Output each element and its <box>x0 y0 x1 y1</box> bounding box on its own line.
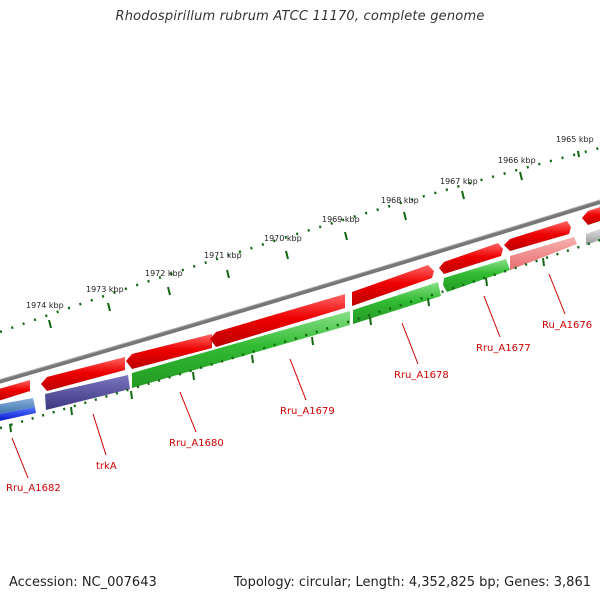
reverse-gene[interactable] <box>132 311 350 388</box>
gene-leaders <box>11 273 566 479</box>
ruler-label: 1969 kbp <box>322 215 360 224</box>
inner-ruler-arc <box>0 238 600 430</box>
ruler-labels: 1965 kbp 1966 kbp 1967 kbp 1968 kbp 1969… <box>26 135 594 310</box>
reverse-gene[interactable] <box>443 259 510 292</box>
forward-gene[interactable] <box>126 334 212 369</box>
gene-label[interactable]: Rru_A1682 <box>6 483 61 494</box>
map-title: Rhodospirillum rubrum ATCC 11170, comple… <box>115 9 485 24</box>
ruler-arc <box>0 146 600 334</box>
gene-label[interactable]: Rru_A1678 <box>394 370 449 381</box>
reverse-genes <box>0 229 600 422</box>
ruler-major-ticks <box>48 150 580 329</box>
inner-ruler-ticks <box>9 257 545 433</box>
reverse-gene[interactable] <box>586 229 600 245</box>
forward-genes <box>0 207 600 402</box>
forward-gene[interactable] <box>210 294 345 347</box>
forward-gene[interactable] <box>582 207 600 225</box>
ruler-label: 1971 kbp <box>204 251 242 260</box>
reverse-gene[interactable] <box>45 375 130 410</box>
forward-gene[interactable] <box>41 357 125 391</box>
ruler-label: 1970 kbp <box>264 234 302 243</box>
genome-summary-text: Topology: circular; Length: 4,352,825 bp… <box>233 575 591 590</box>
ruler-label: 1972 kbp <box>145 269 183 278</box>
reverse-gene[interactable] <box>0 398 35 415</box>
genome-backbone-highlight <box>0 199 600 381</box>
ruler-label: 1968 kbp <box>381 196 419 205</box>
forward-gene[interactable] <box>352 265 434 306</box>
forward-gene[interactable] <box>504 221 571 251</box>
gene-label[interactable]: Rru_A1679 <box>280 406 335 417</box>
reverse-gene[interactable] <box>510 237 577 270</box>
gene-labels: Ru_A1676 Rru_A1677 Rru_A1678 Rru_A1679 R… <box>6 320 592 494</box>
ruler-label: 1967 kbp <box>440 177 478 186</box>
reverse-gene[interactable] <box>0 407 36 422</box>
ruler-label: 1973 kbp <box>86 285 124 294</box>
gene-label[interactable]: Rru_A1680 <box>169 438 224 449</box>
ruler-label: 1966 kbp <box>498 156 536 165</box>
ruler-label: 1974 kbp <box>26 301 64 310</box>
genome-backbone <box>0 200 600 384</box>
gene-label[interactable]: Ru_A1676 <box>542 320 592 331</box>
gene-label[interactable]: Rru_A1677 <box>476 343 531 354</box>
forward-gene[interactable] <box>439 243 503 274</box>
ruler-label: 1965 kbp <box>556 135 594 144</box>
accession-text: Accession: NC_007643 <box>9 575 157 590</box>
gene-label[interactable]: trkA <box>96 461 117 472</box>
reverse-gene[interactable] <box>353 282 441 324</box>
forward-gene[interactable] <box>0 380 30 402</box>
